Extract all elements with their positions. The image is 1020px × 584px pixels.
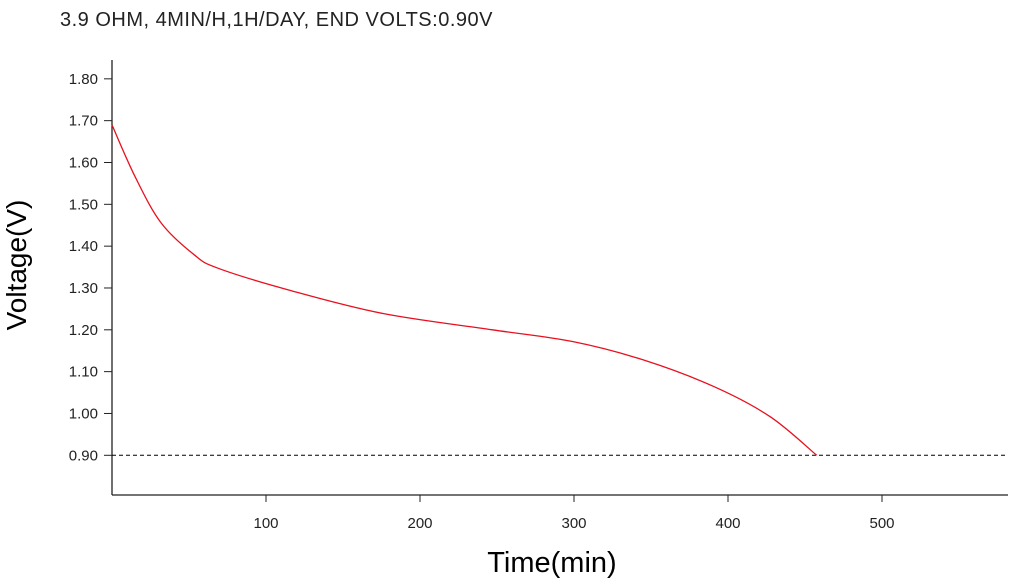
y-axis-label: Voltage(V) bbox=[1, 200, 32, 331]
y-tick-label: 1.50 bbox=[69, 196, 98, 213]
y-tick-label: 1.80 bbox=[69, 71, 98, 88]
y-tick-label: 1.10 bbox=[69, 364, 98, 381]
y-tick-label: 1.40 bbox=[69, 238, 98, 255]
x-tick-label: 500 bbox=[869, 515, 894, 532]
voltage-curve bbox=[111, 124, 818, 456]
y-tick-label: 1.00 bbox=[69, 405, 98, 422]
y-tick-label: 1.30 bbox=[69, 280, 98, 297]
y-tick-label: 0.90 bbox=[69, 447, 98, 464]
x-axis-label: Time(min) bbox=[487, 547, 616, 579]
y-tick-label: 1.70 bbox=[69, 113, 98, 130]
y-tick-label: 1.20 bbox=[69, 322, 98, 339]
x-tick-label: 400 bbox=[715, 515, 740, 532]
x-tick-label: 200 bbox=[407, 515, 432, 532]
x-tick-label: 100 bbox=[253, 515, 278, 532]
x-tick-label: 300 bbox=[561, 515, 586, 532]
axes bbox=[111, 60, 1008, 496]
chart-title: 3.9 OHM, 4MIN/H,1H/DAY, END VOLTS:0.90V bbox=[60, 9, 493, 31]
y-tick-label: 1.60 bbox=[69, 154, 98, 171]
